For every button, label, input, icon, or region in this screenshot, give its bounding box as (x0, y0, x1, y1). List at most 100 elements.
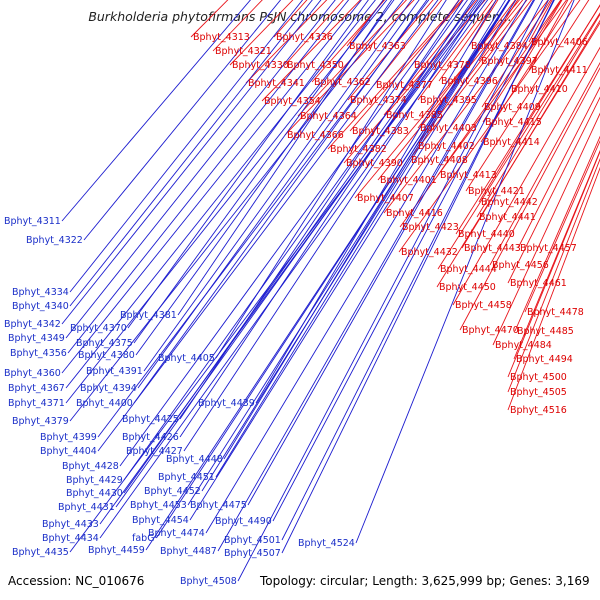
forward-gene-label: Bphyt_4397 (481, 56, 538, 67)
forward-gene-label: Bphyt_4363 (349, 41, 406, 52)
forward-leader-line (383, 0, 478, 116)
reverse-leader-line (97, 0, 439, 452)
reverse-gene-label: Bphyt_4507 (224, 548, 281, 559)
reverse-gene-label: Bphyt_4371 (8, 398, 65, 409)
forward-leader-line (507, 96, 600, 284)
forward-gene-label: Bphyt_4374 (350, 95, 407, 106)
reverse-leader-line (355, 0, 575, 544)
reverse-gene-label: Bphyt_4334 (12, 287, 69, 298)
reverse-gene-label: Bphyt_4399 (40, 432, 97, 443)
reverse-leader-line (255, 0, 497, 404)
forward-gene-label: Bphyt_4341 (248, 78, 305, 89)
forward-leader-line (507, 150, 600, 378)
reverse-leader-line (99, 0, 489, 539)
forward-leader-line (465, 0, 590, 192)
reverse-gene-label: Bphyt_4431 (58, 502, 115, 513)
forward-gene-label: Bphyt_4456 (492, 260, 549, 271)
reverse-gene-label: Bphyt_4433 (42, 519, 99, 530)
reverse-gene-label: Bphyt_4490 (215, 516, 272, 527)
reverse-gene-label: Bphyt_4342 (4, 319, 61, 330)
reverse-leader-line (217, 0, 534, 552)
reverse-leader-line (83, 0, 282, 241)
reverse-gene-label: Bphyt_4349 (8, 333, 65, 344)
forward-gene-label: Bphyt_4421 (468, 186, 525, 197)
reverse-leader-line (133, 0, 428, 404)
reverse-gene-label: Bphyt_4475 (190, 500, 247, 511)
reverse-leader-line (205, 0, 527, 534)
reverse-leader-line (61, 0, 322, 325)
forward-gene-label: Bphyt_4406 (531, 37, 588, 48)
reverse-gene-label: Bphyt_4452 (144, 486, 201, 497)
label-leader-lines (61, 0, 600, 582)
forward-gene-label: Bphyt_4390 (346, 158, 403, 169)
reverse-gene-label: Bphyt_4340 (12, 301, 69, 312)
reverse-leader-line (69, 0, 304, 293)
forward-gene-label: Bphyt_4444 (440, 264, 497, 275)
forward-gene-label: Bphyt_4336 (276, 32, 333, 43)
reverse-leader-line (135, 0, 395, 356)
reverse-gene-label: Bphyt_4356 (10, 348, 67, 359)
forward-gene-label: Bphyt_4442 (481, 197, 538, 208)
forward-gene-label: Bphyt_4383 (352, 126, 409, 137)
reverse-leader-line (237, 0, 544, 582)
forward-gene-label: Bphyt_4396 (441, 76, 498, 87)
reverse-leader-line (215, 0, 447, 359)
reverse-leader-line (69, 0, 404, 422)
reverse-gene-label: Bphyt_4474 (148, 528, 205, 539)
forward-gene-label: Bphyt_4500 (510, 372, 567, 383)
forward-leader-line (455, 4, 600, 235)
forward-gene-label: Bphyt_4407 (357, 193, 414, 204)
forward-gene-label: Bphyt_4364 (300, 111, 357, 122)
forward-gene-label: Bphyt_4408 (411, 155, 468, 166)
reverse-gene-label: Bphyt_4453 (130, 500, 187, 511)
forward-gene-label: Bphyt_4385 (386, 110, 443, 121)
forward-gene-label: Bphyt_4403 (420, 123, 477, 134)
forward-leader-line (327, 0, 463, 150)
reverse-gene-label: Bphyt_4459 (88, 545, 145, 556)
forward-leader-line (507, 158, 600, 393)
reverse-leader-line (179, 0, 464, 420)
forward-gene-label: Bphyt_4401 (380, 175, 437, 186)
reverse-gene-label: Bphyt_4435 (12, 547, 69, 558)
reverse-gene-label: Bphyt_4311 (4, 216, 61, 227)
forward-gene-label: Bphyt_4321 (215, 46, 272, 57)
reverse-gene-label: Bphyt_4508 (180, 576, 237, 587)
reverse-gene-label: Bphyt_4487 (160, 546, 217, 557)
reverse-gene-label: Bphyt_4394 (80, 383, 137, 394)
forward-leader-line (297, 0, 408, 117)
forward-gene-label: Bphyt_4470 (462, 325, 519, 336)
forward-gene-label: Bphyt_4377 (376, 80, 433, 91)
forward-leader-line (417, 0, 516, 129)
forward-leader-line (507, 166, 600, 411)
forward-leader-line (398, 0, 581, 253)
forward-leader-line (517, 86, 600, 249)
reverse-gene-label: Bphyt_4375 (76, 338, 133, 349)
forward-gene-label: Bphyt_4478 (527, 307, 584, 318)
reverse-gene-label: Bphyt_4524 (298, 538, 355, 549)
forward-leader-line (399, 0, 568, 228)
forward-leader-line (284, 0, 415, 136)
forward-gene-label: Bphyt_4330 (232, 60, 289, 71)
forward-gene-label: Bphyt_4402 (418, 141, 475, 152)
reverse-gene-label: fabG (132, 533, 155, 544)
forward-gene-label: Bphyt_4485 (517, 326, 574, 337)
forward-gene-label: Bphyt_4410 (511, 84, 568, 95)
forward-leader-line (513, 149, 600, 360)
reverse-leader-line (189, 0, 517, 521)
forward-gene-label: Bphyt_4411 (531, 65, 588, 76)
forward-gene-label: Bphyt_4395 (420, 95, 477, 106)
forward-gene-label: Bphyt_4461 (510, 278, 567, 289)
reverse-gene-label: Bphyt_4439 (198, 398, 255, 409)
reverse-leader-line (123, 0, 476, 494)
forward-leader-line (478, 4, 600, 203)
reverse-gene-label: Bphyt_4434 (42, 533, 99, 544)
reverse-leader-line (61, 0, 251, 222)
reverse-leader-line (115, 0, 479, 508)
reverse-gene-label: Bphyt_4454 (132, 515, 189, 526)
forward-gene-label: Bphyt_4516 (510, 405, 567, 416)
reverse-leader-line (201, 0, 510, 492)
reverse-gene-label: Bphyt_4370 (70, 323, 127, 334)
reverse-gene-label: Bphyt_4429 (66, 475, 123, 486)
reverse-leader-line (69, 0, 485, 553)
